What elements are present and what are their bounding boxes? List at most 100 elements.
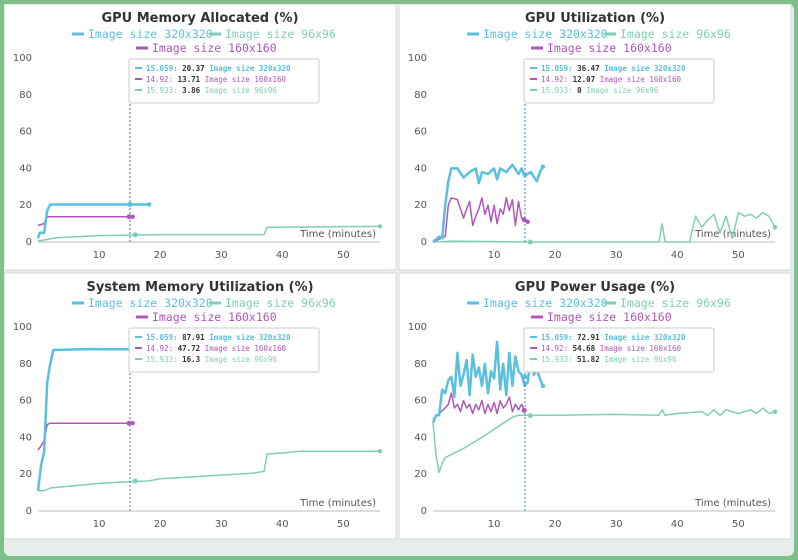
tooltip-value: 12.07	[573, 75, 600, 84]
chart-title: GPU Power Usage (%)	[515, 280, 675, 295]
legend-label[interactable]: Image size 96x96	[225, 27, 336, 41]
tooltip-x: 14.92:	[146, 75, 178, 84]
chart-title: GPU Utilization (%)	[525, 11, 665, 26]
tooltip-x: 15.059:	[146, 333, 182, 342]
y-tick-label: 80	[414, 359, 427, 370]
series-end-point	[522, 408, 527, 413]
y-tick-label: 0	[26, 237, 32, 248]
x-tick-label: 50	[337, 519, 350, 530]
x-tick-label: 20	[154, 519, 167, 530]
x-tick-label: 10	[93, 250, 106, 261]
chart-panel-4	[398, 272, 792, 540]
charts-canvas: GPU Memory Allocated (%)Image size 320x3…	[4, 4, 792, 540]
chart-2: GPU Utilization (%)Image size 320x320 Ima…	[408, 11, 778, 261]
legend-label[interactable]: Image size 160x160	[152, 310, 277, 324]
x-tick-label: 10	[488, 519, 501, 530]
y-tick-label: 100	[408, 53, 427, 64]
tooltip-row: 14.92: 54.68 Image size 160x160	[541, 344, 681, 353]
tooltip-x: 15.933:	[541, 86, 577, 95]
legend-label[interactable]: Image size 160x160	[152, 41, 277, 55]
series-end-point	[146, 202, 152, 207]
tooltip-row: 15.933: 3.86 Image size 96x96	[146, 86, 277, 95]
tooltip-value: 47.72	[178, 344, 205, 353]
hover-point	[126, 214, 132, 220]
x-tick-label: 40	[671, 250, 684, 261]
tooltip-value: 13.71	[178, 75, 205, 84]
legend-label[interactable]: Image size 320x320	[88, 27, 213, 41]
legend-label[interactable]: Image size 160x160	[547, 310, 672, 324]
hover-tooltip: 15.059: 36.47 Image size 320x320 14.92: 1…	[523, 58, 715, 104]
tooltip-x: 15.933:	[146, 86, 182, 95]
x-tick-label: 50	[732, 250, 745, 261]
tooltip-row: 15.059: 87.91 Image size 320x320	[146, 333, 291, 342]
legend-label[interactable]: Image size 160x160	[547, 41, 672, 55]
y-tick-label: 100	[408, 322, 427, 333]
x-tick-label: 30	[610, 519, 623, 530]
chart-3: System Memory Utilization (%)Image size …	[13, 280, 383, 530]
tooltip-x: 14.92:	[146, 344, 178, 353]
y-tick-label: 80	[19, 359, 32, 370]
x-tick-label: 20	[549, 519, 562, 530]
tooltip-series: Image size 96x96	[604, 355, 677, 364]
hover-point	[126, 420, 132, 426]
chart-panel-1	[4, 4, 397, 271]
series-line	[36, 347, 133, 491]
tooltip-row: 15.059: 72.91 Image size 320x320	[541, 333, 686, 342]
chart-4: GPU Power Usage (%)Image size 320x320 Ima…	[408, 280, 778, 530]
legend-label[interactable]: Image size 320x320	[88, 296, 213, 310]
x-tick-label: 20	[549, 250, 562, 261]
chart-title: GPU Memory Allocated (%)	[101, 11, 298, 26]
tooltip-value: 72.91	[577, 333, 604, 342]
y-tick-label: 40	[414, 163, 427, 174]
y-tick-label: 40	[414, 432, 427, 443]
x-tick-label: 40	[276, 250, 289, 261]
legend-label[interactable]: Image size 320x320	[483, 27, 608, 41]
x-tick-label: 50	[337, 250, 350, 261]
tooltip-x: 15.933:	[146, 355, 182, 364]
tooltip-row: 15.933: 51.82 Image size 96x96	[541, 355, 677, 364]
tooltip-x: 15.059:	[541, 64, 577, 73]
series-line	[432, 407, 776, 474]
hover-point	[522, 374, 528, 380]
tooltip-series: Image size 320x320	[209, 333, 291, 342]
tooltip-value: 54.68	[573, 344, 600, 353]
tooltip-row: 14.92: 13.71 Image size 160x160	[146, 75, 286, 84]
hover-tooltip: 15.059: 72.91 Image size 320x320 14.92: 5…	[523, 327, 715, 373]
tooltip-series: Image size 160x160	[600, 75, 682, 84]
series-end-point	[377, 449, 383, 454]
tooltip-series: Image size 96x96	[205, 86, 278, 95]
hover-point	[132, 478, 138, 484]
y-tick-label: 60	[414, 396, 427, 407]
legend-label[interactable]: Image size 96x96	[620, 27, 731, 41]
hover-point	[522, 172, 528, 178]
y-tick-label: 20	[414, 200, 427, 211]
hover-point	[527, 413, 533, 419]
series-line	[38, 450, 380, 492]
tooltip-row: 15.059: 20.37 Image size 320x320	[146, 64, 291, 73]
series-end-point	[540, 164, 546, 169]
tooltip-box	[128, 58, 320, 104]
series-line	[37, 225, 381, 242]
legend-label[interactable]: Image size 320x320	[483, 296, 608, 310]
legend-label[interactable]: Image size 96x96	[225, 296, 336, 310]
tooltip-series: Image size 96x96	[586, 86, 659, 95]
x-tick-label: 30	[215, 250, 228, 261]
legend-label[interactable]: Image size 96x96	[620, 296, 731, 310]
y-tick-label: 0	[26, 506, 32, 517]
x-tick-label: 10	[93, 519, 106, 530]
series-end-point	[377, 224, 383, 229]
hover-point	[527, 239, 533, 245]
hover-point	[132, 232, 138, 238]
chart-panel-3	[4, 272, 397, 540]
y-tick-label: 40	[19, 163, 32, 174]
tooltip-series: Image size 160x160	[600, 344, 682, 353]
series-end-point	[130, 214, 135, 219]
x-axis-label: Time (minutes)	[694, 498, 771, 509]
tooltip-row: 15.933: 16.3 Image size 96x96	[146, 355, 277, 364]
x-tick-label: 50	[732, 519, 745, 530]
y-tick-label: 0	[421, 237, 427, 248]
y-tick-label: 80	[414, 90, 427, 101]
tooltip-series: Image size 160x160	[205, 344, 287, 353]
y-tick-label: 0	[421, 506, 427, 517]
tooltip-row: 15.933: 0 Image size 96x96	[541, 86, 659, 95]
